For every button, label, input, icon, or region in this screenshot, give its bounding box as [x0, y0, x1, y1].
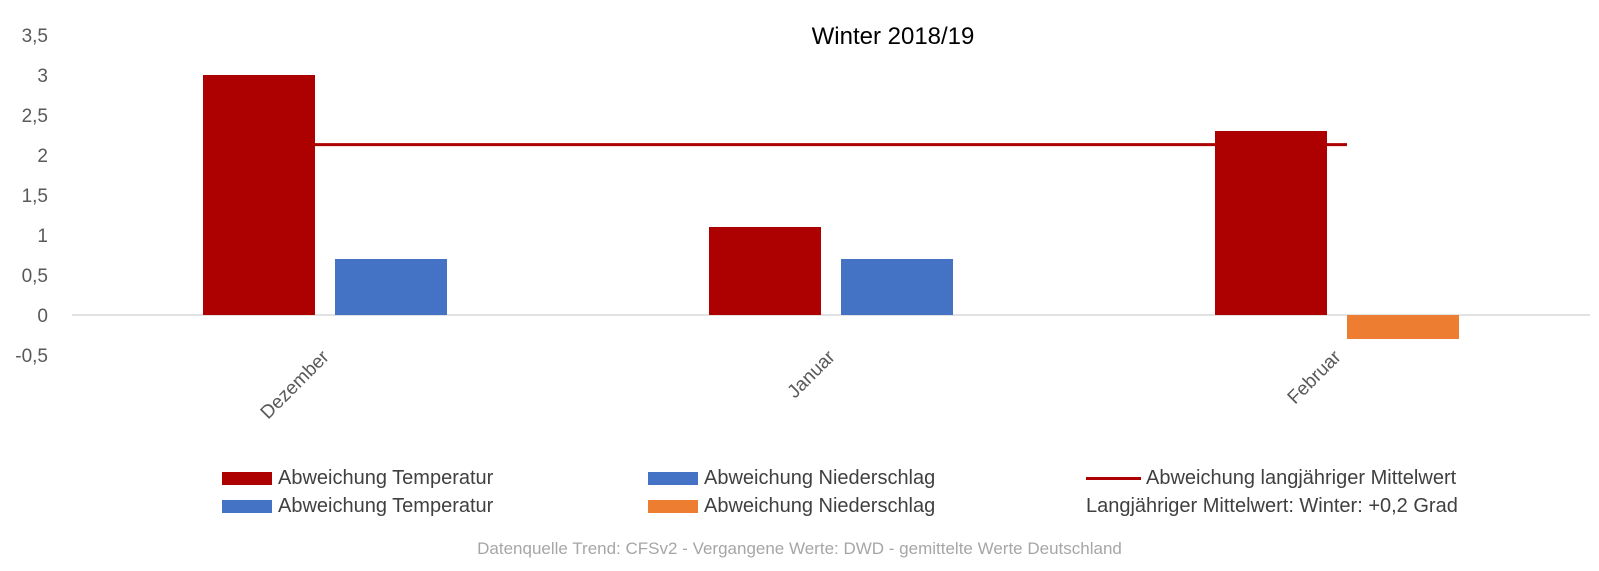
bars	[203, 75, 1459, 339]
bar-niederschlag-dezember	[335, 259, 447, 315]
bar-temperatur-januar	[709, 227, 821, 315]
bar-temperatur-dezember	[203, 75, 315, 315]
y-tick-label: 1,5	[22, 186, 48, 207]
bar-temperatur-februar	[1215, 131, 1327, 315]
chart-title: Winter 2018/19	[812, 23, 975, 50]
legend-label: Abweichung langjähriger Mittelwert	[1146, 467, 1457, 489]
y-axis: 3,5 3 2,5 2 1,5 1 0,5 0 -0,5	[15, 26, 48, 367]
legend-note-text: Langjähriger Mittelwert: Winter: +0,2 Gr…	[1086, 495, 1458, 517]
legend-swatch-orange	[648, 500, 698, 514]
legend-line-swatch	[1086, 477, 1141, 481]
legend-note-longterm-mean: Langjähriger Mittelwert: Winter: +0,2 Gr…	[1086, 495, 1458, 518]
legend-item-temperature-red: Abweichung Temperatur	[222, 467, 493, 490]
legend-item-temperature-blue: Abweichung Temperatur	[222, 495, 493, 518]
chart-area: Winter 2018/19 3,5 3 2,5 2 1,5 1 0,5 0 -0,5 Deze…	[15, 23, 1590, 424]
x-axis: Dezember Januar Februar	[257, 346, 1346, 423]
y-tick-label: 3,5	[22, 26, 48, 47]
legend-label: Abweichung Temperatur	[278, 495, 494, 517]
y-tick-label: 0	[37, 306, 48, 327]
legend-item-precipitation-orange: Abweichung Niederschlag	[648, 495, 935, 518]
legend-item-precipitation-blue: Abweichung Niederschlag	[648, 467, 935, 490]
y-tick-label: 1	[37, 226, 48, 247]
y-tick-label: 3	[37, 66, 48, 87]
legend-label: Abweichung Temperatur	[278, 467, 494, 489]
legend-swatch-blue	[222, 500, 272, 514]
legend-label: Abweichung Niederschlag	[704, 467, 936, 489]
x-category-label: Dezember	[257, 346, 334, 423]
bar-niederschlag-januar	[841, 259, 953, 315]
y-tick-label: -0,5	[15, 346, 48, 367]
x-category-label: Februar	[1284, 346, 1346, 408]
x-category-label: Januar	[784, 346, 840, 402]
legend-swatch-blue	[648, 472, 698, 486]
legend-label: Abweichung Niederschlag	[704, 495, 936, 517]
bar-niederschlag-februar	[1347, 315, 1459, 339]
y-tick-label: 2	[37, 146, 48, 167]
y-tick-label: 0,5	[22, 266, 48, 287]
y-tick-label: 2,5	[22, 106, 48, 127]
data-source-note: Datenquelle Trend: CFSv2 - Vergangene We…	[477, 539, 1122, 558]
legend-item-mean-line: Abweichung langjähriger Mittelwert	[1086, 467, 1456, 490]
legend-swatch-red	[222, 472, 272, 486]
